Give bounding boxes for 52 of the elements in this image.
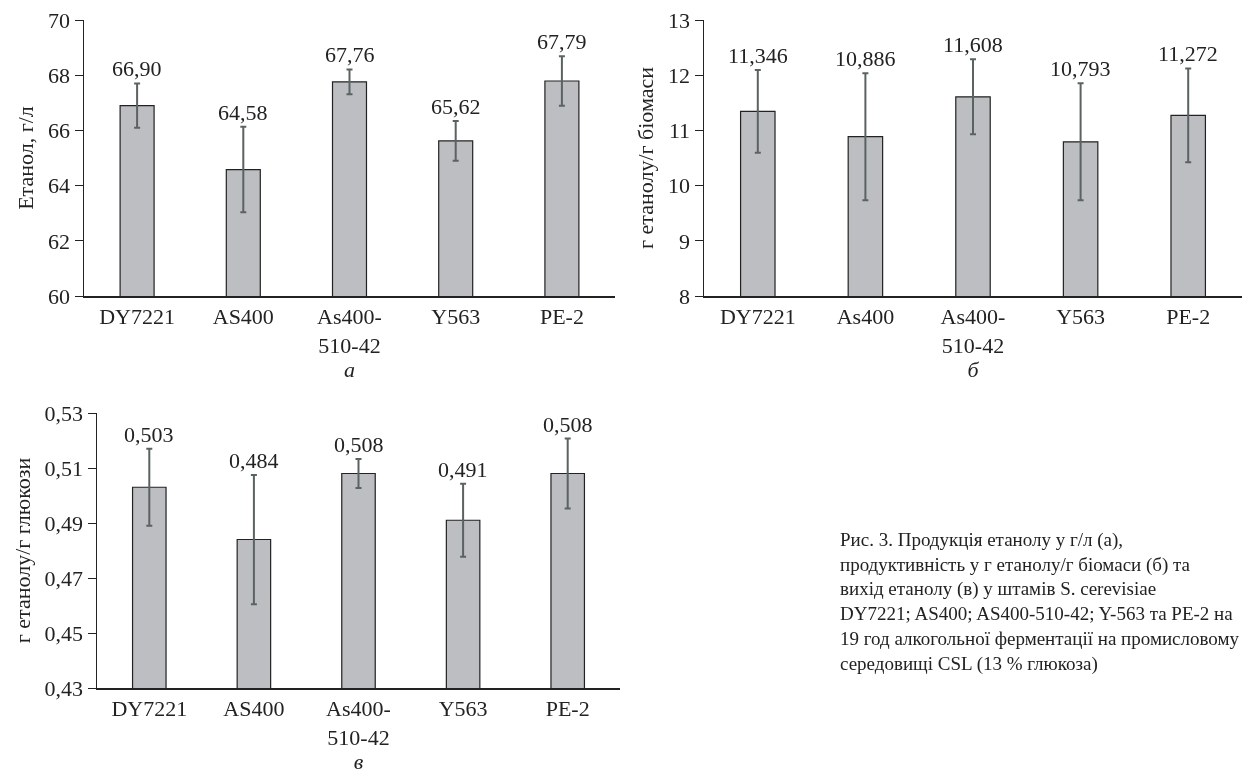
data-label: 10,793 xyxy=(1050,56,1111,81)
y-tick-label: 12 xyxy=(668,62,691,88)
x-axis-title: а xyxy=(344,357,355,383)
y-tick-label: 0,53 xyxy=(44,400,84,426)
x-tick-label: As400 xyxy=(836,303,895,329)
data-label: 64,58 xyxy=(218,100,268,125)
y-axis-title: Етанол, г/л xyxy=(13,106,39,210)
data-label: 11,272 xyxy=(1158,41,1218,66)
x-tick-label: DY7221 xyxy=(111,695,188,721)
data-label: 0,508 xyxy=(543,412,593,437)
y-tick-label: 62 xyxy=(48,228,71,254)
x-tick-label: Y563 xyxy=(431,303,481,329)
data-label: 0,508 xyxy=(334,432,384,457)
y-tick-label: 13 xyxy=(668,7,691,33)
y-axis-title: г етанолу/г глюкози xyxy=(9,457,35,644)
y-axis-title: г етанолу/г біомаси xyxy=(633,66,659,249)
y-tick-label: 70 xyxy=(48,7,71,33)
x-tick-label: Y563 xyxy=(1056,303,1106,329)
data-label: 11,346 xyxy=(728,43,788,68)
y-tick-label: 64 xyxy=(48,173,71,199)
x-tick-label: DY7221 xyxy=(719,303,796,329)
y-tick-label: 66 xyxy=(48,118,71,144)
y-tick-label: 0,51 xyxy=(44,455,84,481)
x-tick-label: DY7221 xyxy=(99,303,175,329)
y-tick-label: 60 xyxy=(48,283,71,309)
x-tick-label: AS400 xyxy=(223,695,285,721)
x-tick-label: PE-2 xyxy=(1166,303,1211,329)
y-tick-label: 11 xyxy=(668,118,691,144)
data-label: 10,886 xyxy=(835,46,896,71)
data-label: 0,503 xyxy=(124,422,174,447)
y-tick-label: 68 xyxy=(48,62,71,88)
x-axis-title: в xyxy=(353,749,364,775)
data-label: 66,90 xyxy=(112,56,162,81)
data-label: 0,484 xyxy=(229,448,279,473)
text: Рис. 3. Продукція етанолу у г/л (а), продуктивність у г етанолу/г біомаси (б) та вихід етанолу (в) у штамів S. cerevisiae DY7221; AS400; AS400-510-42; Y-563 та PE-2 на 19 год алкогольної ферментації на промисловому середовищі CSL (13 % глюкоза) xyxy=(840,529,1240,675)
y-tick-label: 10 xyxy=(668,173,691,199)
y-tick-label: 0,43 xyxy=(44,675,84,701)
data-label: 67,76 xyxy=(325,42,375,67)
y-tick-label: 0,45 xyxy=(44,620,84,646)
x-tick-label: AS400 xyxy=(212,303,274,329)
data-label: 65,62 xyxy=(431,94,481,119)
y-tick-label: 8 xyxy=(679,283,691,309)
y-tick-label: 0,47 xyxy=(44,565,84,591)
x-tick-label: PE-2 xyxy=(539,303,584,329)
x-axis-title: б xyxy=(967,357,980,383)
x-tick-label: PE-2 xyxy=(545,695,590,721)
y-tick-label: 9 xyxy=(679,228,691,254)
data-label: 67,79 xyxy=(537,29,587,54)
y-tick-label: 0,49 xyxy=(44,510,84,536)
data-label: 11,608 xyxy=(943,32,1003,57)
x-tick-label: Y563 xyxy=(438,695,488,721)
data-label: 0,491 xyxy=(438,457,488,482)
